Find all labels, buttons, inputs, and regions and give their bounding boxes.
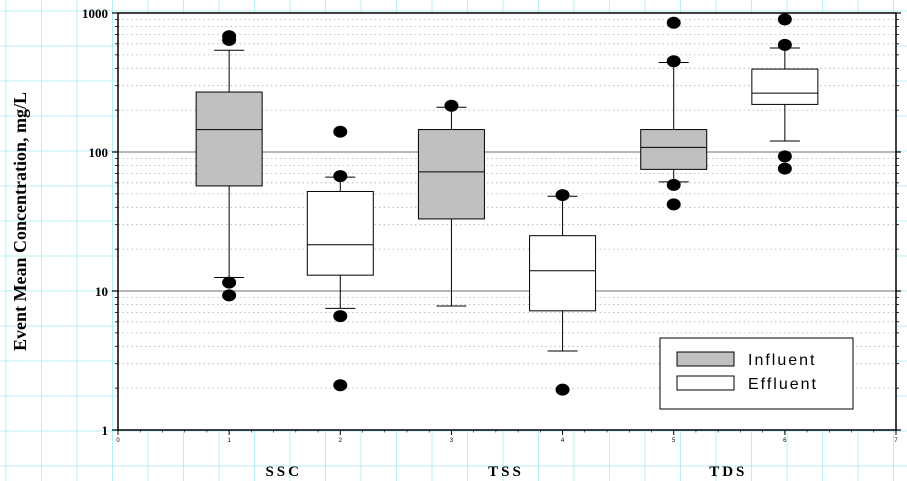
legend-label-influent: Influent bbox=[748, 352, 816, 369]
x-tick-label: 0 bbox=[116, 438, 120, 444]
y-tick-label: 10 bbox=[95, 284, 108, 299]
y-axis-label: Event Mean Concentration, mg/L bbox=[10, 92, 30, 351]
x-tick-label: 5 bbox=[672, 438, 676, 444]
legend-label-effluent: Effluent bbox=[748, 376, 818, 393]
outlier-point bbox=[666, 55, 681, 68]
outlier-point bbox=[666, 178, 681, 191]
box-2-effluent bbox=[306, 125, 374, 392]
grid-lines bbox=[118, 18, 896, 389]
y-tick-label: 1 bbox=[102, 423, 109, 438]
y-tick-label: 1000 bbox=[82, 6, 108, 21]
box-4-effluent bbox=[529, 189, 597, 396]
x-tick-label: 4 bbox=[561, 438, 565, 444]
group-labels: SSC TSS TDS bbox=[265, 464, 747, 480]
legend-swatch-effluent bbox=[676, 375, 735, 391]
group-label-ssc: SSC bbox=[265, 464, 302, 480]
outlier-point bbox=[222, 30, 237, 43]
outlier-point bbox=[555, 189, 570, 202]
x-tick-label: 7 bbox=[894, 438, 898, 444]
box-series bbox=[195, 13, 819, 396]
outlier-point bbox=[222, 289, 237, 302]
group-label-tss: TSS bbox=[488, 464, 524, 480]
iqr-box bbox=[306, 190, 374, 276]
iqr-box bbox=[529, 235, 597, 312]
outlier-point bbox=[444, 99, 459, 112]
outlier-point bbox=[777, 162, 792, 175]
iqr-box bbox=[195, 91, 263, 187]
outlier-point bbox=[555, 383, 570, 396]
group-label-tds: TDS bbox=[709, 464, 747, 480]
axis-ticks: 1 10 100 1000 0 1 2 3 4 5 6 7 bbox=[82, 6, 901, 444]
box-1-influent bbox=[195, 30, 263, 302]
iqr-box bbox=[417, 129, 485, 220]
box-3-influent bbox=[417, 99, 485, 307]
x-tick-label: 6 bbox=[783, 438, 787, 444]
box-5-influent bbox=[640, 16, 708, 211]
outlier-point bbox=[777, 150, 792, 163]
outlier-point bbox=[222, 276, 237, 289]
outlier-point bbox=[333, 170, 348, 183]
outlier-point bbox=[333, 310, 348, 323]
x-tick-label: 3 bbox=[450, 438, 454, 444]
x-tick-label: 1 bbox=[227, 438, 231, 444]
plot-frame bbox=[117, 12, 897, 431]
iqr-box bbox=[751, 68, 819, 105]
outlier-point bbox=[666, 198, 681, 211]
legend-swatch-influent bbox=[676, 351, 735, 367]
outlier-point bbox=[333, 379, 348, 392]
legend: Influent Effluent bbox=[659, 337, 854, 410]
outlier-point bbox=[333, 125, 348, 138]
outlier-point bbox=[777, 13, 792, 26]
outlier-point bbox=[666, 16, 681, 29]
iqr-box bbox=[640, 129, 708, 170]
outlier-point bbox=[777, 38, 792, 51]
legend-frame bbox=[659, 337, 854, 410]
y-tick-label: 100 bbox=[89, 145, 109, 160]
x-tick-label: 2 bbox=[339, 438, 343, 444]
box-6-effluent bbox=[751, 13, 819, 175]
